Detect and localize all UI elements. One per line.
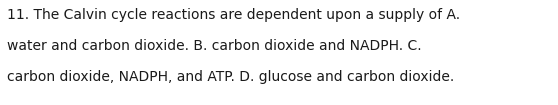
Text: 11. The Calvin cycle reactions are dependent upon a supply of A.: 11. The Calvin cycle reactions are depen… <box>7 8 460 22</box>
Text: water and carbon dioxide. B. carbon dioxide and NADPH. C.: water and carbon dioxide. B. carbon diox… <box>7 39 421 53</box>
Text: carbon dioxide, NADPH, and ATP. D. glucose and carbon dioxide.: carbon dioxide, NADPH, and ATP. D. gluco… <box>7 70 454 84</box>
